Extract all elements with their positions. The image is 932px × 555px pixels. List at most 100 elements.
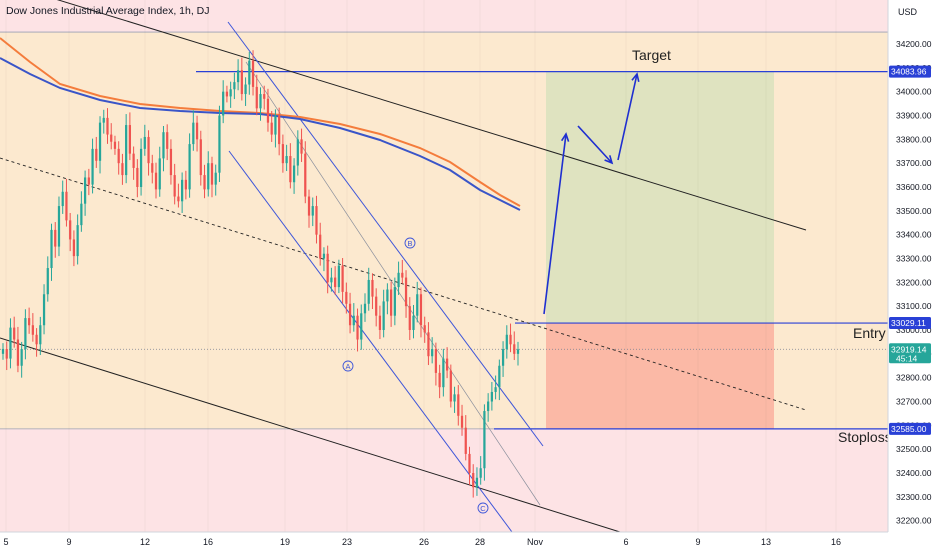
candle-body-125 — [468, 453, 471, 473]
time-tick-9: 9 — [695, 537, 700, 547]
candle-29 — [110, 123, 113, 150]
channel-lower-line — [228, 150, 513, 532]
candle-54 — [203, 164, 206, 199]
candle-45 — [169, 139, 173, 185]
candle-127 — [475, 467, 479, 496]
price-tick-34000: 34000.00 — [896, 87, 932, 97]
candle-body-66 — [248, 60, 251, 85]
target-label: Target — [632, 47, 671, 63]
candle-body-20 — [76, 225, 79, 257]
candle-body-108 — [404, 277, 408, 307]
target-tag-bg — [889, 65, 931, 78]
entry-tag-text: 33029.11 — [891, 318, 926, 328]
stoploss-label: Stoploss — [838, 429, 892, 445]
candle-12 — [46, 256, 49, 302]
lower-trendline — [0, 337, 621, 532]
candle-50 — [188, 133, 191, 198]
candle-78 — [292, 158, 296, 194]
candle-body-33 — [125, 125, 128, 176]
candle-76 — [285, 144, 288, 172]
time-ticks: 5 9 12 16 19 23 26 28 Nov 6 9 13 16 — [3, 537, 841, 547]
candle-body-67 — [251, 60, 255, 87]
stoploss-tag-bg — [889, 422, 931, 435]
candle-8 — [31, 313, 34, 342]
candle-123 — [460, 404, 464, 436]
projection-path — [543, 73, 638, 315]
candle-138 — [516, 341, 520, 366]
candle-body-0 — [1, 349, 5, 354]
candle-body-36 — [136, 167, 139, 187]
candle-63 — [236, 59, 240, 91]
time-tick-23: 23 — [342, 537, 352, 547]
price-tick-32700: 32700.00 — [896, 397, 932, 407]
candle-body-68 — [255, 86, 258, 109]
candle-body-55 — [207, 163, 210, 190]
candle-134 — [501, 341, 505, 377]
candle-34 — [128, 112, 132, 161]
arrowhead-3 — [631, 72, 640, 82]
candle-body-129 — [483, 411, 486, 469]
time-tick-9: 9 — [66, 537, 71, 547]
candle-28 — [106, 108, 109, 144]
candle-126 — [472, 464, 475, 498]
candle-body-62 — [233, 82, 236, 90]
candle-body-104 — [389, 289, 393, 316]
candle-body-5 — [20, 349, 23, 366]
candle-82 — [307, 189, 311, 228]
candle-body-42 — [158, 158, 161, 190]
candle-132 — [494, 375, 497, 400]
candle-body-86 — [322, 253, 326, 259]
candle-body-3 — [13, 327, 16, 340]
candle-body-58 — [218, 115, 221, 173]
candle-body-90 — [337, 265, 340, 288]
candle-body-112 — [419, 294, 423, 326]
candle-body-43 — [162, 132, 165, 159]
candle-body-128 — [479, 468, 482, 478]
candle-101 — [378, 305, 382, 340]
candle-83 — [311, 197, 314, 227]
candle-body-52 — [195, 122, 199, 140]
time-axis[interactable]: 5 9 12 16 19 23 26 28 Nov 6 9 13 16 — [0, 531, 888, 550]
time-tick-16: 16 — [203, 537, 213, 547]
candle-66 — [248, 51, 251, 95]
candle-body-88 — [330, 277, 333, 283]
candle-body-109 — [408, 306, 411, 330]
candle-body-94 — [352, 315, 355, 326]
candle-body-99 — [371, 279, 374, 297]
candle-body-4 — [16, 339, 20, 366]
candle-121 — [453, 386, 456, 413]
candle-body-91 — [341, 265, 344, 292]
candle-body-119 — [445, 358, 449, 371]
candle-80 — [300, 128, 303, 162]
candle-body-53 — [199, 139, 202, 176]
candle-body-63 — [236, 70, 240, 83]
candle-36 — [136, 159, 139, 198]
price-tick-33200: 33200.00 — [896, 277, 932, 287]
candle-118 — [442, 348, 445, 397]
candle-body-95 — [356, 315, 359, 340]
wave-label-a: A — [342, 360, 354, 372]
candle-104 — [389, 281, 393, 327]
candle-body-12 — [46, 268, 49, 295]
candle-body-103 — [386, 289, 389, 302]
candle-109 — [408, 297, 411, 341]
candle-body-132 — [494, 387, 497, 392]
upper-trendline — [56, 0, 807, 231]
candle-body-41 — [154, 172, 158, 190]
candle-52 — [195, 115, 199, 152]
candle-24 — [91, 138, 94, 194]
candle-73 — [274, 109, 277, 148]
price-tick-32200: 32200.00 — [896, 516, 932, 526]
candle-105 — [393, 277, 396, 326]
wave-label-c: C — [477, 502, 489, 514]
candle-body-13 — [50, 229, 53, 269]
channel-upper-line — [227, 21, 544, 447]
candle-117 — [438, 364, 441, 399]
candle-body-84 — [315, 206, 318, 235]
candle-body-57 — [214, 172, 217, 185]
candle-60 — [225, 85, 229, 103]
last-price-tag-countdown: 45:14 — [896, 353, 918, 363]
price-axis[interactable]: USD 32200.0032300.0032400.0032500.003260… — [887, 0, 932, 550]
candle-3 — [13, 316, 16, 348]
